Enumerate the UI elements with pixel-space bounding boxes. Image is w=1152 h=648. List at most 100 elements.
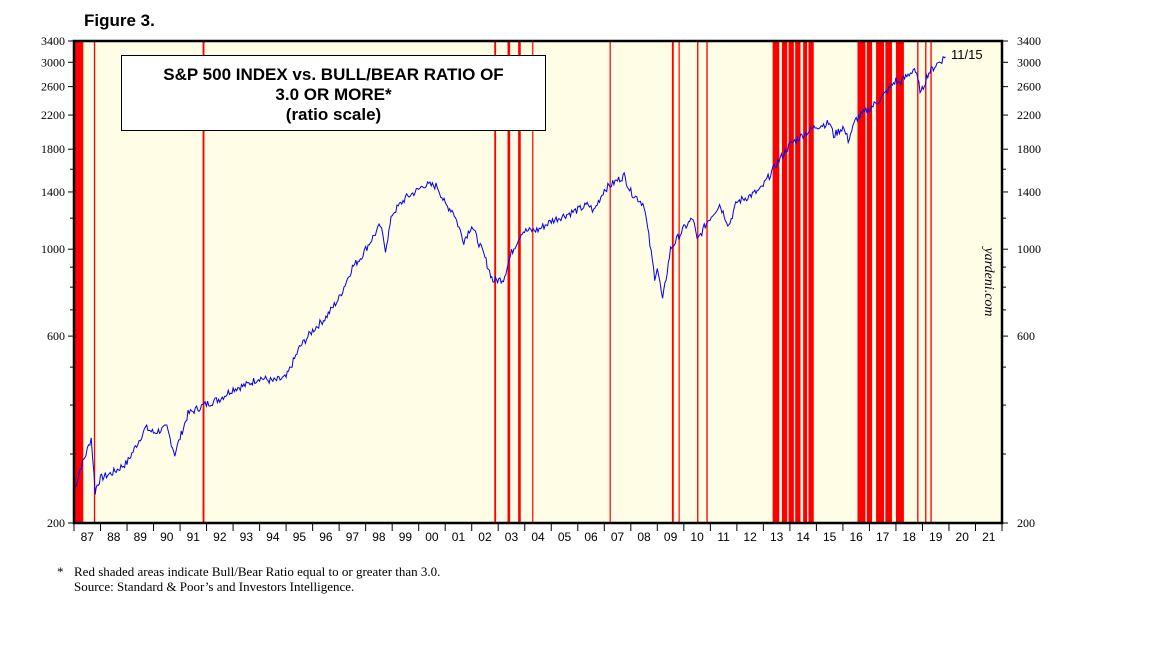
x-tick-label-20: 20 (956, 530, 970, 544)
x-tick-label-01: 01 (452, 530, 466, 544)
y-tick-label-left-3000: 3000 (41, 55, 65, 69)
x-tick-label-02: 02 (478, 530, 492, 544)
y-tick-label-left-1800: 1800 (41, 142, 65, 156)
footnote-text-2: Source: Standard & Poor’s and Investors … (74, 579, 355, 594)
y-tick-label-left-1000: 1000 (41, 242, 65, 256)
x-tick-label-17: 17 (876, 530, 890, 544)
sp500-series-line (73, 55, 946, 495)
shaded-period-23 (917, 41, 919, 523)
footnote-text-1: Red shaded areas indicate Bull/Bear Rati… (74, 564, 441, 579)
x-tick-label-09: 09 (664, 530, 678, 544)
x-tick-label-06: 06 (584, 530, 598, 544)
shaded-period-7 (609, 41, 611, 523)
figure-label: Figure 3. (84, 11, 155, 30)
x-tick-label-15: 15 (823, 530, 837, 544)
x-tick-label-87: 87 (81, 530, 95, 544)
shaded-period-22 (895, 41, 904, 523)
y-tick-label-right-2600: 2600 (1017, 80, 1041, 94)
chart-title-line-2: 3.0 OR MORE* (275, 85, 392, 104)
y-axis-right: 200 600 1000 1400 1800 2200 2600 3000 3400 (1002, 34, 1041, 530)
shaded-period-14 (788, 41, 794, 523)
shaded-period-18 (857, 41, 866, 523)
y-tick-label-right-600: 600 (1017, 329, 1035, 343)
chart-title-box: S&P 500 INDEX vs. BULL/BEAR RATIO OF 3.0… (121, 55, 546, 131)
y-tick-label-right-3000: 3000 (1017, 55, 1041, 69)
chart-title-line-1: S&P 500 INDEX vs. BULL/BEAR RATIO OF (163, 65, 504, 84)
shaded-period-20 (876, 41, 885, 523)
x-tick-label-10: 10 (690, 530, 704, 544)
footnote-line-1: * Red shaded areas indicate Bull/Bear Rat… (57, 564, 440, 579)
y-tick-label-left-2600: 2600 (41, 80, 65, 94)
x-tick-label-19: 19 (929, 530, 943, 544)
shaded-period-16 (803, 41, 808, 523)
x-tick-label-21: 21 (982, 530, 996, 544)
y-tick-label-right-3400: 3400 (1017, 34, 1041, 48)
plot-frame (72, 39, 1004, 525)
sp500-line-group (73, 55, 946, 495)
y-tick-label-left-200: 200 (47, 516, 65, 530)
shaded-period-19 (866, 41, 873, 523)
x-tick-label-97: 97 (346, 530, 360, 544)
x-tick-label-99: 99 (399, 530, 413, 544)
x-tick-label-08: 08 (637, 530, 651, 544)
x-tick-label-96: 96 (319, 530, 333, 544)
y-tick-label-left-1400: 1400 (41, 185, 65, 199)
shaded-period-25 (930, 41, 932, 523)
shaded-period-4 (507, 41, 511, 523)
x-tick-label-95: 95 (293, 530, 307, 544)
shaded-period-17 (808, 41, 814, 523)
x-tick-label-98: 98 (372, 530, 386, 544)
shaded-period-10 (697, 41, 699, 523)
y-axis-left: 200 600 1000 1400 1800 2200 2600 3000 3400 (41, 34, 74, 530)
x-tick-label-16: 16 (849, 530, 863, 544)
x-axis: 87 88 89 90 91 92 93 94 95 96 97 98 99 00 01 02 03 04 05 06… (73, 523, 1003, 544)
x-tick-label-89: 89 (134, 530, 148, 544)
x-tick-label-03: 03 (505, 530, 519, 544)
shaded-period-1 (93, 41, 96, 523)
shaded-period-2 (202, 41, 205, 523)
x-tick-label-18: 18 (903, 530, 917, 544)
shaded-period-24 (925, 41, 927, 523)
y-tick-label-right-2200: 2200 (1017, 108, 1041, 122)
shaded-period-8 (671, 41, 674, 523)
x-tick-label-05: 05 (558, 530, 572, 544)
x-tick-label-94: 94 (266, 530, 280, 544)
shaded-period-13 (781, 41, 788, 523)
x-tick-label-13: 13 (770, 530, 784, 544)
shaded-period-9 (678, 41, 680, 523)
x-tick-label-07: 07 (611, 530, 625, 544)
x-tick-label-90: 90 (160, 530, 174, 544)
footnote: * Red shaded areas indicate Bull/Bear Rat… (57, 564, 440, 594)
chart-title-line-3: (ratio scale) (285, 105, 382, 124)
y-tick-label-left-2200: 2200 (41, 108, 65, 122)
watermark: yardeni.com (981, 247, 996, 317)
shaded-period-5 (518, 41, 521, 523)
x-tick-label-88: 88 (107, 530, 121, 544)
y-tick-label-right-200: 200 (1017, 516, 1035, 530)
shaded-period-21 (885, 41, 892, 523)
shaded-period-11 (706, 41, 708, 523)
x-tick-label-14: 14 (796, 530, 810, 544)
y-tick-label-right-1400: 1400 (1017, 185, 1041, 199)
shaded-period-0 (74, 41, 84, 523)
y-tick-label-left-3400: 3400 (41, 34, 65, 48)
x-tick-label-12: 12 (743, 530, 757, 544)
x-tick-label-91: 91 (187, 530, 201, 544)
shaded-period-3 (494, 41, 497, 523)
x-tick-label-04: 04 (531, 530, 545, 544)
y-tick-label-left-600: 600 (47, 329, 65, 343)
bull-bear-shading (74, 41, 932, 523)
x-tick-label-11: 11 (717, 530, 730, 544)
date-label: 11/15 (951, 47, 983, 62)
shaded-period-12 (772, 41, 780, 523)
shaded-period-15 (795, 41, 801, 523)
x-tick-label-92: 92 (213, 530, 227, 544)
footnote-line-2: Source: Standard & Poor’s and Investors … (57, 579, 440, 594)
footnote-star: * (57, 564, 64, 579)
x-tick-label-00: 00 (425, 530, 439, 544)
y-tick-label-right-1000: 1000 (1017, 242, 1041, 256)
x-tick-label-93: 93 (240, 530, 254, 544)
y-tick-label-right-1800: 1800 (1017, 142, 1041, 156)
shaded-period-6 (532, 41, 534, 523)
